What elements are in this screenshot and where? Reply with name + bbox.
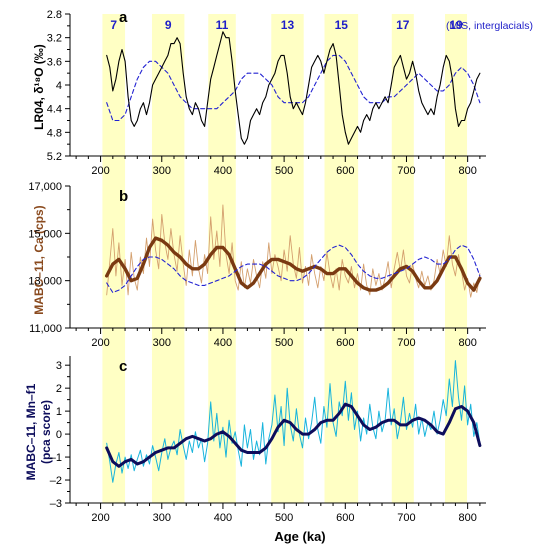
mis-band-17 <box>391 14 414 503</box>
mn-raw-curve <box>106 360 481 483</box>
y-axis-label-c-line1: MABC–11, Mn–f1 <box>24 383 38 480</box>
y-tick-label-c: –3 <box>50 498 62 510</box>
x-tick-label-b: 300 <box>153 337 171 349</box>
x-tick-label-c: 700 <box>397 512 415 524</box>
y-tick-label-c: 1 <box>56 406 62 418</box>
mis-label-7: 7 <box>110 18 117 32</box>
x-tick-label-a: 500 <box>275 165 293 177</box>
x-axis-label: Age (ka) <box>274 529 325 544</box>
y-tick-label-c: 3 <box>56 360 62 372</box>
y-tick-label-c: 2 <box>56 383 62 395</box>
y-tick-label-a: 3.6 <box>47 56 62 68</box>
mis-label-11: 11 <box>216 18 229 32</box>
y-tick-label-a: 4.4 <box>47 104 62 116</box>
mis-band-7 <box>102 14 126 503</box>
x-tick-label-c: 600 <box>336 512 354 524</box>
panel-label-b: b <box>119 188 128 205</box>
x-tick-label-b: 700 <box>397 337 415 349</box>
ca-raw-curve <box>106 204 481 298</box>
y-tick-label-a: 2.8 <box>47 9 62 21</box>
x-tick-label-a: 300 <box>153 165 171 177</box>
y-axis-label-b: MABC–11, Ca (cps) <box>32 205 46 314</box>
mn-smoothed-curve <box>105 402 482 468</box>
x-tick-label-c: 200 <box>91 512 109 524</box>
mis-band-15 <box>324 14 359 503</box>
y-tick-label-c: –1 <box>50 452 62 464</box>
y-tick-label-b: 11,000 <box>29 323 62 335</box>
y-tick-label-a: 3.2 <box>47 33 62 45</box>
mis-label-19: 19 <box>449 18 463 32</box>
lr04-curve <box>106 31 481 145</box>
mis-interglacials-label: (MIS, interglacials) <box>446 20 533 32</box>
data-series <box>104 31 482 483</box>
x-tick-label-a: 700 <box>397 165 415 177</box>
mis-label-17: 17 <box>396 18 410 32</box>
x-tick-label-b: 500 <box>275 337 293 349</box>
x-tick-label-b: 800 <box>458 337 476 349</box>
panel-label-c: c <box>119 358 127 375</box>
y-tick-label-b: 13,000 <box>28 276 62 288</box>
insolation-curve-b <box>106 244 481 294</box>
insolation-curve-a <box>106 54 481 122</box>
x-tick-label-b: 400 <box>214 337 232 349</box>
mis-label-13: 13 <box>281 18 295 32</box>
y-axis-label-a: LR04, δ¹⁸O (‰) <box>32 44 46 130</box>
x-tick-label-c: 500 <box>275 512 293 524</box>
y-tick-label-a: 4.8 <box>47 127 62 139</box>
panel-label-a: a <box>119 9 128 26</box>
x-tick-label-c: 300 <box>153 512 171 524</box>
x-tick-label-a: 600 <box>336 165 354 177</box>
y-axis-label-c-line2: (pca score) <box>39 400 53 464</box>
x-tick-label-a: 200 <box>91 165 109 177</box>
mis-label-15: 15 <box>335 18 349 32</box>
y-tick-label-b: 15,000 <box>28 228 62 240</box>
mis-label-9: 9 <box>165 18 172 32</box>
x-tick-label-c: 400 <box>214 512 232 524</box>
y-tick-label-a: 5.2 <box>47 151 62 163</box>
x-tick-label-a: 800 <box>458 165 476 177</box>
x-tick-label-c: 800 <box>458 512 476 524</box>
x-tick-label-a: 400 <box>214 165 232 177</box>
ca-smoothed-curve <box>104 236 482 292</box>
x-tick-label-b: 600 <box>336 337 354 349</box>
y-tick-label-a: 4 <box>56 80 62 92</box>
x-tick-label-b: 200 <box>91 337 109 349</box>
y-tick-label-c: –2 <box>50 475 62 487</box>
y-tick-label-c: 0 <box>56 429 62 441</box>
y-tick-label-b: 17,000 <box>28 181 62 193</box>
